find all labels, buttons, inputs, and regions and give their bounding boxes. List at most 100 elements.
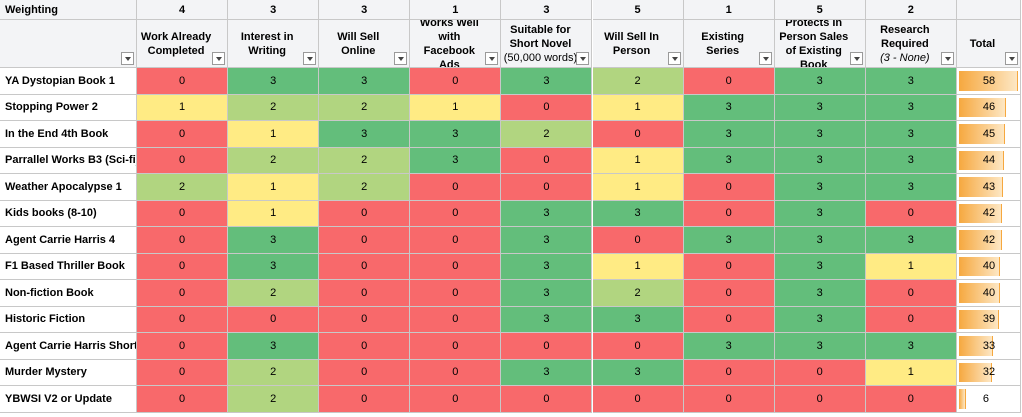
score: 0 xyxy=(907,313,914,326)
filter-button[interactable] xyxy=(667,52,681,65)
weight-cell: 1 xyxy=(683,0,775,20)
score-cell: 1 xyxy=(410,94,502,121)
score-cell: 2 xyxy=(228,359,320,386)
header-title: Works Well with Facebook Ads xyxy=(419,20,479,68)
score-cell: 0 xyxy=(137,306,229,333)
header-cell: Existing Series xyxy=(683,20,775,68)
score-cell: 0 xyxy=(865,200,957,227)
score-cell: 3 xyxy=(501,359,593,386)
score-cell: 0 xyxy=(410,227,502,254)
score-cell: 3 xyxy=(501,280,593,307)
total-value: 33 xyxy=(982,339,996,352)
score-cell: 3 xyxy=(774,200,866,227)
total-value: 45 xyxy=(982,127,996,140)
score-cell: 3 xyxy=(865,68,957,95)
score-cell: 3 xyxy=(774,333,866,360)
score-cell: 0 xyxy=(137,386,229,413)
score-cell: 3 xyxy=(319,68,411,95)
score-cell: 3 xyxy=(683,94,775,121)
row-label: Kids books (8-10) xyxy=(0,200,137,227)
score-cell: 0 xyxy=(683,174,775,201)
data-bar xyxy=(958,389,966,409)
row-label: Parrallel Works B3 (Sci-fi) xyxy=(0,147,137,174)
score-cell: 3 xyxy=(228,68,320,95)
score-cell: 0 xyxy=(683,359,775,386)
weight-cell: 4 xyxy=(137,0,229,20)
row-label: YBWSI V2 or Update xyxy=(0,386,137,413)
score-cell: 0 xyxy=(410,68,502,95)
score: 2 xyxy=(270,154,277,167)
score: 1 xyxy=(452,101,459,114)
score: 0 xyxy=(543,180,550,193)
filter-button[interactable] xyxy=(849,52,863,65)
score: 3 xyxy=(725,154,732,167)
score: 1 xyxy=(178,101,186,114)
row-label: Stopping Power 2 xyxy=(0,94,137,121)
filter-button[interactable] xyxy=(121,52,134,65)
score-cell: 3 xyxy=(501,253,593,280)
filter-button[interactable] xyxy=(576,52,590,65)
score-cell: 2 xyxy=(592,68,684,95)
score-cell: 3 xyxy=(501,227,593,254)
total-value: 42 xyxy=(982,233,996,246)
weight-cell: 2 xyxy=(865,0,957,20)
filter-button[interactable] xyxy=(212,52,226,65)
score-cell: 0 xyxy=(410,280,502,307)
score-cell: 0 xyxy=(501,386,593,413)
score-cell: 2 xyxy=(501,121,593,148)
header-cell: Total xyxy=(956,20,1021,68)
score: 0 xyxy=(634,233,641,246)
weight-cell-empty xyxy=(956,0,1021,20)
filter-button[interactable] xyxy=(940,52,954,65)
sort-filter-button[interactable] xyxy=(1004,52,1018,65)
score-cell: 3 xyxy=(683,227,775,254)
score-cell: 3 xyxy=(774,121,866,148)
score-cell: 1 xyxy=(592,94,684,121)
score: 0 xyxy=(178,207,186,220)
score-cell: 3 xyxy=(865,121,957,148)
score-cell: 0 xyxy=(137,333,229,360)
filter-button[interactable] xyxy=(394,52,408,65)
score: 3 xyxy=(816,339,823,352)
total-value: 46 xyxy=(982,101,996,114)
header-cell: Work Already Completed xyxy=(137,20,229,68)
score: 0 xyxy=(452,392,459,405)
score-cell: 3 xyxy=(410,121,502,148)
score: 3 xyxy=(452,154,459,167)
data-bar xyxy=(958,71,1018,91)
filter-button[interactable] xyxy=(485,52,499,65)
score: 0 xyxy=(907,392,914,405)
score-cell: 0 xyxy=(592,333,684,360)
score: 3 xyxy=(816,286,823,299)
score-cell: 0 xyxy=(137,121,229,148)
score-cell: 0 xyxy=(865,306,957,333)
score-cell: 0 xyxy=(137,280,229,307)
score-cell: 1 xyxy=(592,147,684,174)
score: 0 xyxy=(725,392,732,405)
total-cell: 32 xyxy=(956,359,1021,386)
score-cell: 3 xyxy=(774,94,866,121)
score: 1 xyxy=(634,180,641,193)
score: 0 xyxy=(907,207,914,220)
score: 0 xyxy=(543,339,550,352)
score-cell: 0 xyxy=(683,253,775,280)
score-cell: 0 xyxy=(410,359,502,386)
header-cell: Will Sell Online xyxy=(319,20,411,68)
total-value: 43 xyxy=(982,180,996,193)
score-cell: 0 xyxy=(501,147,593,174)
score-cell: 0 xyxy=(319,306,411,333)
score: 2 xyxy=(270,366,277,379)
row-label: In the End 4th Book xyxy=(0,121,137,148)
row-label: F1 Based Thriller Book xyxy=(0,253,137,280)
score-cell: 3 xyxy=(228,333,320,360)
total-cell: 45 xyxy=(956,121,1021,148)
filter-button[interactable] xyxy=(303,52,317,65)
score-cell: 3 xyxy=(410,147,502,174)
header-title: Will Sell In Person xyxy=(604,30,659,57)
total-cell: 42 xyxy=(956,200,1021,227)
filter-button[interactable] xyxy=(758,52,772,65)
score: 0 xyxy=(543,154,550,167)
score-cell: 0 xyxy=(410,200,502,227)
data-bar xyxy=(958,309,999,329)
